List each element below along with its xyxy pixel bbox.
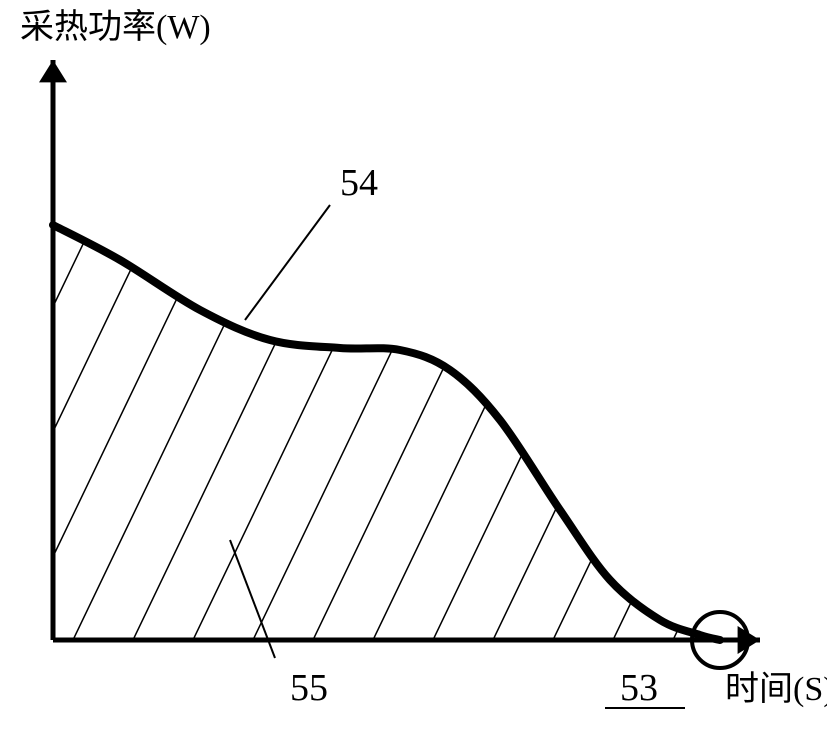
x-axis-label: 时间(S) xyxy=(725,671,827,708)
y-axis-label: 采热功率(W) xyxy=(20,8,211,46)
annotation-label-55: 55 xyxy=(290,667,328,709)
annotation-label-53: 53 xyxy=(620,667,658,709)
chart-bg xyxy=(0,0,827,731)
chart-container: 采热功率(W) 时间(S) 54 55 53 xyxy=(0,0,827,731)
diagram-svg: 采热功率(W) 时间(S) 54 55 53 xyxy=(0,0,827,731)
annotation-label-54: 54 xyxy=(340,162,378,204)
